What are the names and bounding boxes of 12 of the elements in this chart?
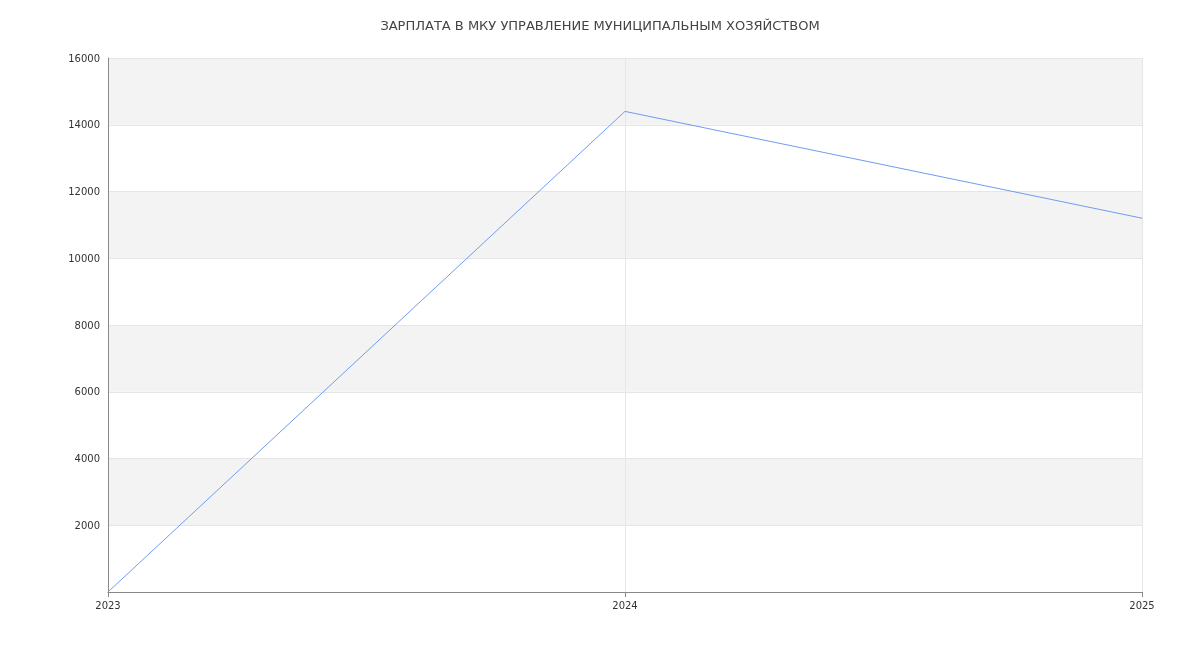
x-tick-label: 2025 <box>1129 599 1155 611</box>
y-tick-label: 2000 <box>74 519 100 531</box>
y-tick-label: 6000 <box>74 386 100 398</box>
x-tick-label: 2023 <box>95 599 121 611</box>
y-tick-label: 8000 <box>74 319 100 331</box>
y-tick-label: 10000 <box>68 252 100 264</box>
chart-title: ЗАРПЛАТА В МКУ УПРАВЛЕНИЕ МУНИЦИПАЛЬНЫМ ХОЗЯЙСТВОМ <box>380 18 820 33</box>
y-tick-label: 12000 <box>68 186 100 197</box>
x-tick-label: 2024 <box>612 599 638 611</box>
y-tick-label: 16000 <box>68 52 100 64</box>
y-tick-label: 4000 <box>74 453 100 464</box>
y-tick-label: 14000 <box>68 119 100 131</box>
